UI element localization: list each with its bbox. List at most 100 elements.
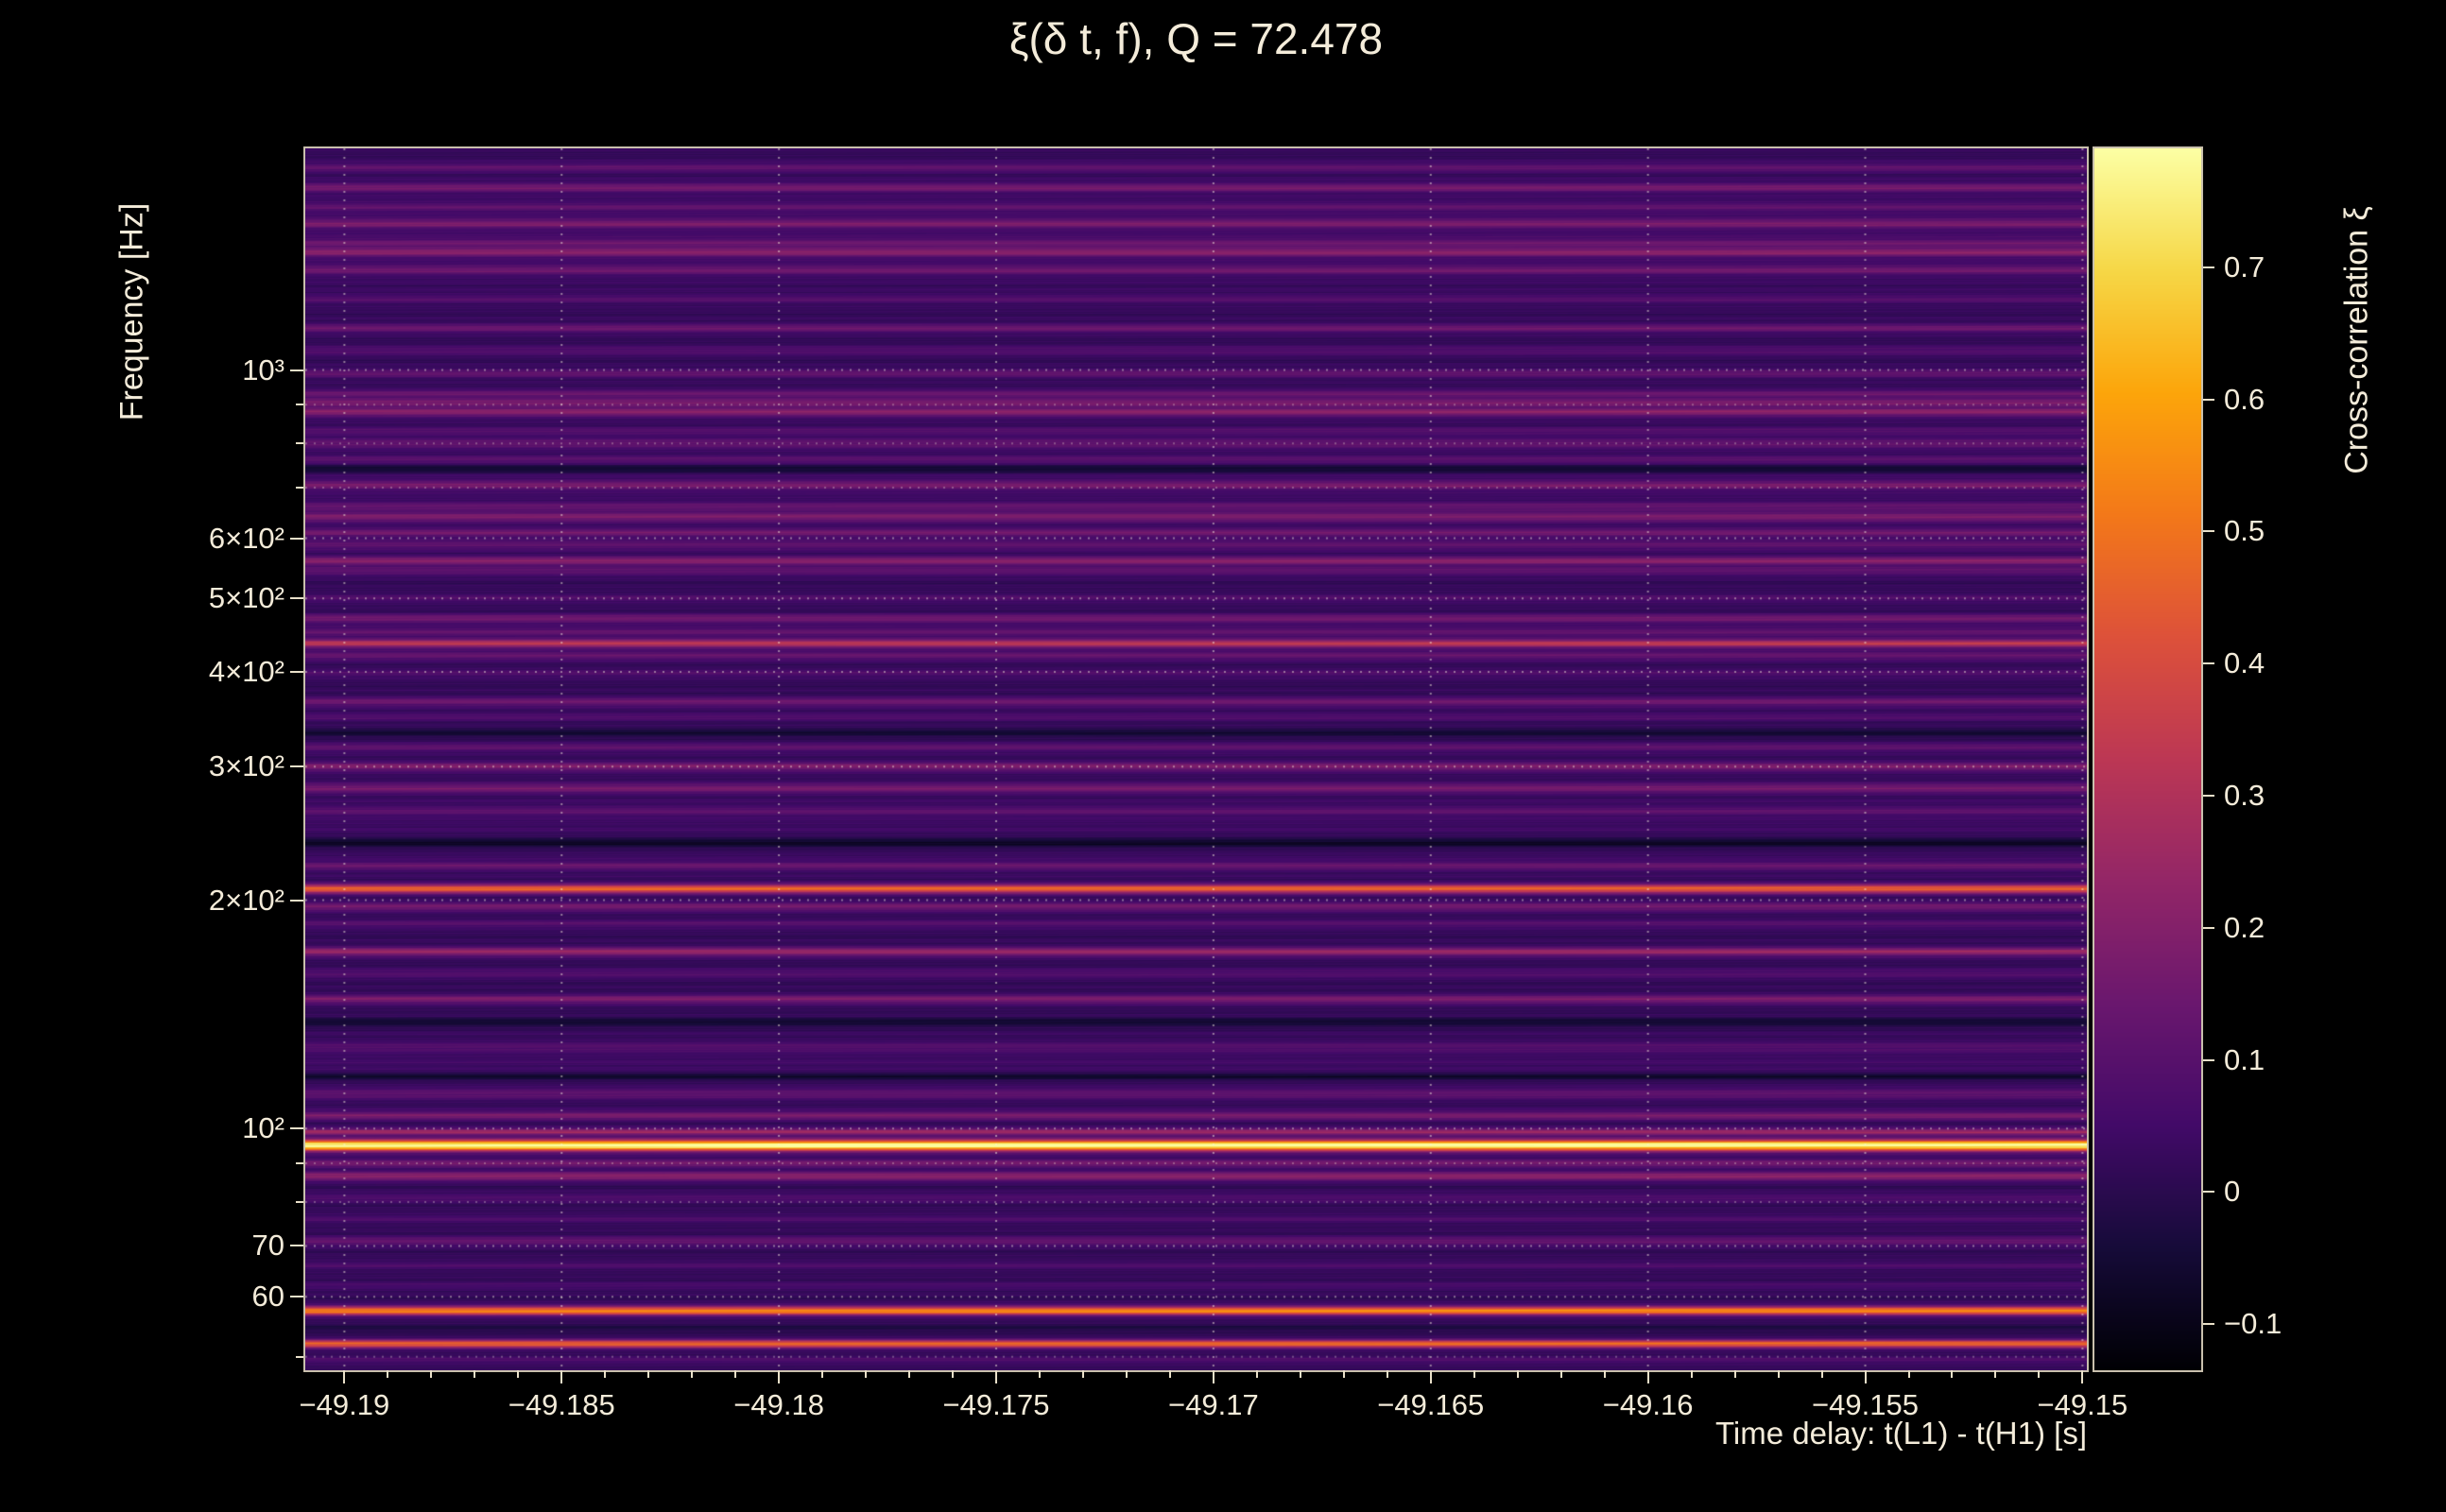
x-major-tick xyxy=(995,1370,997,1383)
plot-area xyxy=(303,146,2089,1372)
y-minor-tick xyxy=(296,442,303,445)
x-minor-tick xyxy=(1038,1370,1041,1378)
x-major-tick xyxy=(778,1370,781,1383)
colorbar-canvas xyxy=(2094,148,2201,1370)
y-minor-tick xyxy=(296,1200,303,1203)
x-minor-tick xyxy=(1342,1370,1345,1378)
colorbar-tick xyxy=(2203,398,2214,401)
x-minor-tick xyxy=(1299,1370,1301,1378)
colorbar-tick-label: 0.4 xyxy=(2224,646,2265,680)
x-tick-label: −49.185 xyxy=(508,1388,615,1421)
colorbar-tick-label: 0.1 xyxy=(2224,1042,2265,1076)
x-minor-tick xyxy=(647,1370,650,1378)
y-tick-label: 70 xyxy=(251,1228,284,1263)
y-major-tick xyxy=(290,1245,303,1247)
y-tick-label: 5×10² xyxy=(208,581,284,615)
y-tick-label: 6×10² xyxy=(208,521,284,555)
y-major-tick xyxy=(290,1296,303,1298)
x-axis-title: Time delay: t(L1) - t(H1) [s] xyxy=(1714,1416,2087,1451)
x-major-tick xyxy=(560,1370,563,1383)
x-minor-tick xyxy=(1125,1370,1128,1378)
x-major-tick xyxy=(2081,1370,2084,1383)
x-minor-tick xyxy=(1386,1370,1388,1378)
colorbar-tick xyxy=(2203,794,2214,797)
x-tick-label: −49.19 xyxy=(299,1388,390,1421)
y-tick-label: 10² xyxy=(242,1111,284,1145)
y-minor-tick xyxy=(296,1161,303,1164)
x-tick-label: −49.175 xyxy=(942,1388,1050,1421)
colorbar-tick xyxy=(2203,530,2214,533)
y-tick-label: 2×10² xyxy=(208,883,284,917)
y-tick-label: 4×10² xyxy=(208,654,284,688)
colorbar-tick-label: 0.2 xyxy=(2224,910,2265,944)
x-tick-label: −49.18 xyxy=(733,1388,824,1421)
x-minor-tick xyxy=(1907,1370,1910,1378)
x-tick-label: −49.15 xyxy=(2037,1388,2128,1421)
y-major-tick xyxy=(290,597,303,600)
y-major-tick xyxy=(290,537,303,540)
colorbar xyxy=(2093,146,2203,1372)
x-tick-label: −49.16 xyxy=(1602,1388,1694,1421)
y-major-tick xyxy=(290,670,303,673)
x-minor-tick xyxy=(1255,1370,1258,1378)
y-tick-label: 60 xyxy=(251,1280,284,1314)
x-minor-tick xyxy=(1603,1370,1606,1378)
chart-title: ξ(δ t, f), Q = 72.478 xyxy=(1008,14,1384,63)
x-minor-tick xyxy=(604,1370,607,1378)
x-minor-tick xyxy=(387,1370,389,1378)
x-minor-tick xyxy=(1516,1370,1519,1378)
x-minor-tick xyxy=(1473,1370,1475,1378)
x-minor-tick xyxy=(865,1370,868,1378)
x-major-tick xyxy=(1429,1370,1432,1383)
colorbar-tick xyxy=(2203,1323,2214,1326)
colorbar-tick-label: 0.7 xyxy=(2224,249,2265,284)
x-minor-tick xyxy=(1081,1370,1084,1378)
x-minor-tick xyxy=(430,1370,433,1378)
x-minor-tick xyxy=(1733,1370,1736,1378)
x-major-tick xyxy=(343,1370,346,1383)
x-minor-tick xyxy=(2038,1370,2041,1378)
colorbar-title: Cross-correlation ξ xyxy=(2338,206,2375,474)
y-minor-tick xyxy=(296,404,303,406)
x-minor-tick xyxy=(1820,1370,1823,1378)
y-major-tick xyxy=(290,369,303,371)
x-major-tick xyxy=(1646,1370,1649,1383)
colorbar-tick-label: 0.5 xyxy=(2224,514,2265,548)
y-tick-label: 10³ xyxy=(242,352,284,387)
x-major-tick xyxy=(1864,1370,1867,1383)
x-major-tick xyxy=(1212,1370,1214,1383)
x-tick-label: −49.155 xyxy=(1812,1388,1919,1421)
x-minor-tick xyxy=(1168,1370,1171,1378)
x-minor-tick xyxy=(474,1370,476,1378)
x-minor-tick xyxy=(1951,1370,1954,1378)
x-tick-label: −49.165 xyxy=(1377,1388,1485,1421)
x-minor-tick xyxy=(1690,1370,1693,1378)
colorbar-tick-label: −0.1 xyxy=(2224,1307,2282,1341)
x-minor-tick xyxy=(821,1370,824,1378)
colorbar-tick xyxy=(2203,1058,2214,1061)
y-minor-tick xyxy=(296,486,303,489)
colorbar-tick xyxy=(2203,662,2214,665)
colorbar-tick-label: 0 xyxy=(2224,1175,2241,1209)
colorbar-tick xyxy=(2203,1191,2214,1194)
y-major-tick xyxy=(290,765,303,768)
y-minor-tick xyxy=(296,1355,303,1358)
y-major-tick xyxy=(290,899,303,902)
heatmap-canvas xyxy=(305,148,2087,1370)
colorbar-tick-label: 0.3 xyxy=(2224,778,2265,812)
x-minor-tick xyxy=(734,1370,737,1378)
x-minor-tick xyxy=(1994,1370,1997,1378)
y-major-tick xyxy=(290,1127,303,1130)
x-minor-tick xyxy=(908,1370,911,1378)
y-tick-label: 3×10² xyxy=(208,749,284,783)
x-minor-tick xyxy=(691,1370,694,1378)
colorbar-tick xyxy=(2203,926,2214,929)
x-minor-tick xyxy=(952,1370,955,1378)
colorbar-tick-label: 0.6 xyxy=(2224,382,2265,416)
x-minor-tick xyxy=(517,1370,520,1378)
x-minor-tick xyxy=(1777,1370,1780,1378)
colorbar-tick xyxy=(2203,266,2214,268)
x-minor-tick xyxy=(1559,1370,1562,1378)
y-axis-title: Frequency [Hz] xyxy=(113,202,150,421)
